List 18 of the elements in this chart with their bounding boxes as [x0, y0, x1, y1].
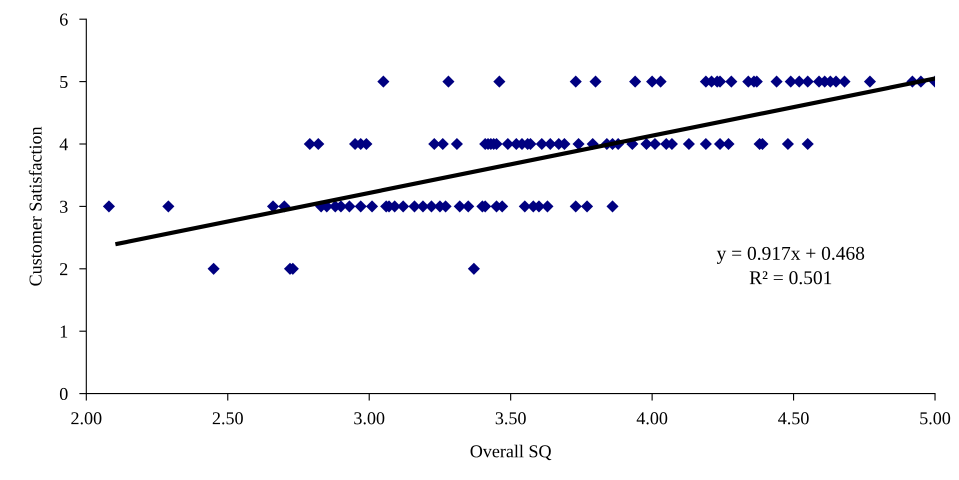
- y-tick-label: 4: [60, 138, 68, 150]
- y-tick-label: 1: [60, 326, 68, 338]
- x-tick-label: 4.00: [636, 412, 668, 424]
- x-tick-label: 2.00: [71, 412, 102, 424]
- x-tick-label: 3.50: [496, 412, 526, 424]
- x-tick-label: 2.50: [212, 412, 243, 424]
- annotation: y = 0.917x + 0.468: [716, 246, 864, 264]
- y-tick-label: 3: [60, 200, 68, 213]
- y-tick-label: 2: [60, 263, 68, 276]
- x-tick-label: 5.00: [920, 412, 950, 424]
- y-tick-label: 6: [60, 14, 68, 26]
- y-axis-title: Customer Satisfaction: [28, 126, 42, 286]
- y-tick-label: 0: [60, 388, 68, 400]
- annotation: R² = 0.501: [750, 271, 832, 284]
- x-axis-title: Overall SQ: [470, 444, 552, 460]
- x-tick-label: 3.00: [354, 412, 384, 424]
- x-tick-label: 4.50: [778, 412, 809, 424]
- y-tick-label: 5: [60, 76, 68, 88]
